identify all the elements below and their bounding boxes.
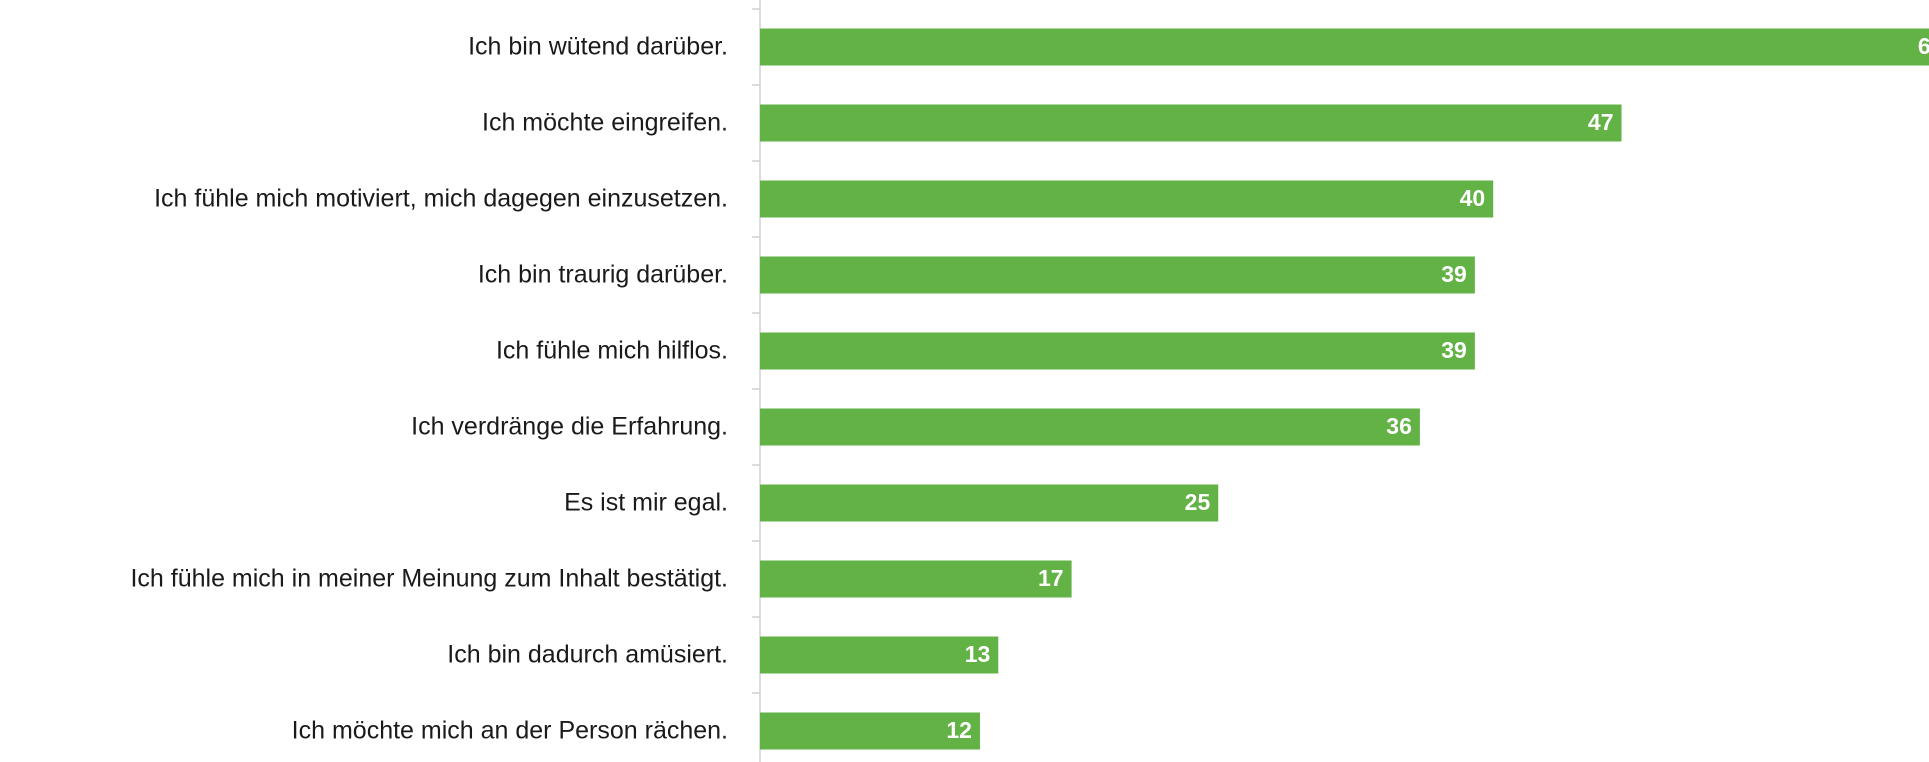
bar bbox=[760, 28, 1929, 66]
category-label: Ich fühle mich in meiner Meinung zum Inh… bbox=[130, 565, 728, 593]
value-label: 36 bbox=[1386, 413, 1412, 439]
value-label: 13 bbox=[965, 641, 991, 667]
bar bbox=[760, 560, 1072, 598]
category-label: Ich fühle mich hilflos. bbox=[496, 337, 728, 365]
bar bbox=[760, 104, 1622, 142]
category-label: Ich möchte mich an der Person rächen. bbox=[292, 717, 728, 745]
category-label: Ich fühle mich motiviert, mich dagegen e… bbox=[154, 185, 728, 213]
bar bbox=[760, 408, 1420, 446]
bar bbox=[760, 332, 1475, 370]
value-label: 39 bbox=[1441, 261, 1467, 287]
value-label: 65 bbox=[1918, 33, 1929, 59]
bar bbox=[760, 712, 980, 750]
bar bbox=[760, 180, 1494, 218]
value-label: 47 bbox=[1588, 109, 1614, 135]
value-label: 12 bbox=[946, 717, 972, 743]
category-label: Ich bin wütend darüber. bbox=[468, 33, 728, 61]
category-label: Ich bin traurig darüber. bbox=[478, 261, 728, 289]
bar bbox=[760, 256, 1475, 294]
category-label: Ich verdränge die Erfahrung. bbox=[411, 413, 728, 441]
value-label: 25 bbox=[1185, 489, 1211, 515]
value-label: 40 bbox=[1460, 185, 1486, 211]
bar bbox=[760, 636, 999, 674]
category-label: Ich möchte eingreifen. bbox=[482, 109, 728, 137]
category-label: Ich bin dadurch amüsiert. bbox=[447, 641, 728, 669]
value-label: 17 bbox=[1038, 565, 1064, 591]
value-label: 39 bbox=[1441, 337, 1467, 363]
bar bbox=[760, 484, 1219, 522]
category-label: Es ist mir egal. bbox=[564, 489, 728, 517]
